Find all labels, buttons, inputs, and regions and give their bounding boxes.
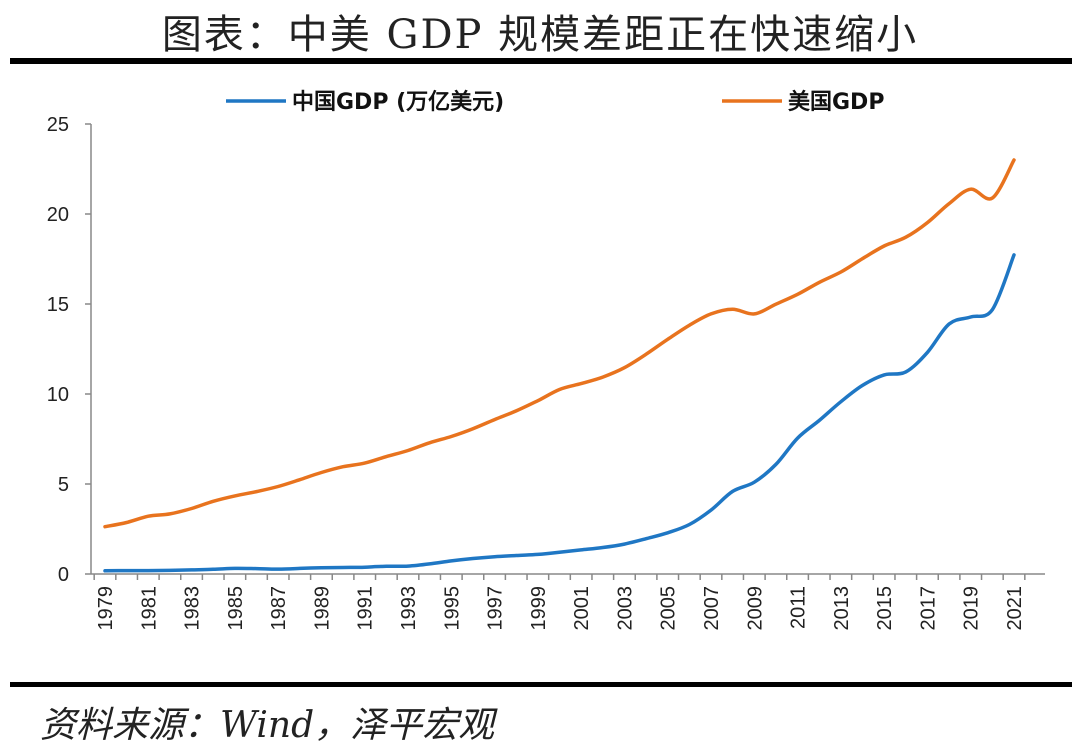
x-tick-label: 1983 (182, 586, 204, 631)
legend-label: 中国GDP (万亿美元) (292, 89, 504, 115)
axes: 0 5 10 15 20 25 1979 1981 1983 1985 1987 1989 1991 19… (47, 114, 1045, 631)
y-tick-label: 5 (58, 474, 69, 496)
x-tick-label: 1993 (398, 586, 420, 631)
x-tick-label: 1999 (528, 586, 550, 631)
x-tick-label: 1997 (485, 586, 507, 631)
x-tick-label: 2001 (571, 586, 593, 631)
x-tick-label: 1987 (268, 586, 290, 631)
x-tick-label: 2003 (614, 586, 636, 631)
x-tick-label: 1989 (311, 586, 333, 631)
china-gdp-line (103, 253, 1016, 573)
x-tick-label: 2007 (701, 586, 723, 631)
x-tick-label: 1979 (95, 586, 117, 631)
us-gdp-line (103, 158, 1016, 529)
x-tick-label: 1981 (138, 586, 160, 631)
x-tick-label: 2013 (831, 586, 853, 631)
x-tick-label: 2021 (1004, 586, 1026, 631)
x-tick-label: 2017 (917, 586, 939, 631)
y-tick-label: 10 (47, 384, 69, 406)
x-tick-label: 2019 (961, 586, 983, 631)
x-tick-label: 2011 (788, 586, 810, 629)
x-tick-label: 1985 (225, 586, 247, 631)
top-rule (10, 58, 1072, 64)
legend-label: 美国GDP (788, 89, 884, 115)
gdp-line-chart: 0 5 10 15 20 25 1979 1981 1983 1985 1987 1989 1991 19… (47, 89, 1045, 631)
series-lines (103, 158, 1016, 573)
x-tick-label: 1991 (355, 586, 377, 631)
y-tick-label: 25 (47, 114, 69, 136)
source-note: 资料来源：Wind，泽平宏观 (40, 705, 495, 746)
x-tick-label: 1995 (441, 586, 463, 631)
chart-title: 图表：中美 GDP 规模差距正在快速缩小 (161, 12, 919, 58)
x-tick-label: 2005 (658, 586, 680, 631)
legend: 中国GDP (万亿美元) 美国GDP (226, 89, 884, 115)
y-tick-label: 15 (47, 294, 69, 316)
bottom-rule (10, 682, 1072, 687)
y-tick-label: 20 (47, 204, 69, 226)
x-tick-label: 2015 (874, 586, 896, 631)
y-tick-label: 0 (58, 564, 69, 586)
x-tick-label: 2009 (744, 586, 766, 631)
